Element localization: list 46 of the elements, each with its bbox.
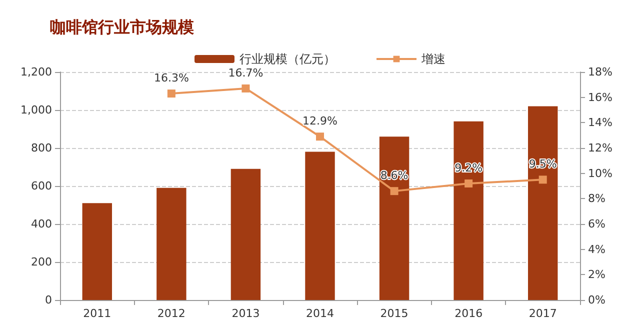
data-label: 9.5% <box>528 158 557 171</box>
bar <box>156 188 186 300</box>
chart-title: 咖啡馆行业市场规模 <box>50 18 194 36</box>
y2-tick-label: 8% <box>588 192 606 206</box>
bar <box>528 106 558 300</box>
data-label: 9.2% <box>454 161 483 174</box>
y2-tick-label: 18% <box>588 66 612 78</box>
point <box>464 179 473 188</box>
point <box>242 84 250 92</box>
legend-label: 增速 <box>420 52 446 66</box>
x-tick-label: 2017 <box>528 307 557 320</box>
y2-tick-label: 10% <box>588 166 612 180</box>
y2-tick-label: 2% <box>588 268 606 282</box>
y2-tick-label: 6% <box>588 218 606 230</box>
y-tick-label: 0 <box>45 294 52 306</box>
y-tick-label: 800 <box>31 142 52 154</box>
data-label: 16.7% <box>228 66 264 80</box>
point <box>538 176 547 184</box>
x-tick-label: 2015 <box>380 307 408 320</box>
data-label: 8.6% <box>380 169 408 182</box>
x-tick-label: 2011 <box>83 307 112 320</box>
y-tick-label: 200 <box>31 256 52 268</box>
legend-label: 行业规模（亿元） <box>240 52 336 66</box>
point <box>390 187 398 196</box>
bar <box>82 203 112 300</box>
x-tick-label: 2013 <box>232 307 260 320</box>
y-tick-label: 400 <box>31 218 52 230</box>
bar <box>454 121 484 300</box>
y2-tick-label: 4% <box>588 242 606 256</box>
y-tick-label: 600 <box>31 180 52 192</box>
y2-tick-label: 12% <box>588 142 612 154</box>
bar <box>230 168 261 300</box>
bar <box>305 152 335 300</box>
x-tick-label: 2012 <box>157 307 186 320</box>
y2-tick-label: 16% <box>588 90 612 104</box>
y-tick-label: 1,200 <box>20 66 52 78</box>
y2-tick-label: 0% <box>588 294 606 306</box>
point <box>167 90 176 98</box>
x-tick-label: 2016 <box>454 307 483 320</box>
y2-tick-label: 14% <box>588 116 612 130</box>
data-label: 12.9% <box>302 114 338 128</box>
data-label: 16.3% <box>154 72 189 85</box>
y-tick-label: 1,000 <box>20 104 52 116</box>
x-tick-label: 2014 <box>306 307 334 320</box>
bar <box>379 136 410 300</box>
point <box>316 132 324 141</box>
